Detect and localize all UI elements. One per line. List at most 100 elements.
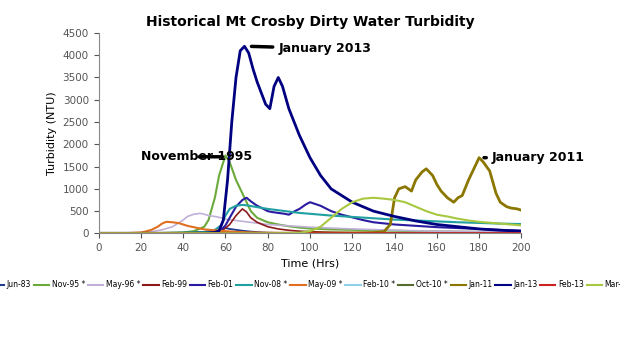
Feb-99 bbox=[433, 231, 441, 235]
Feb-10 * bbox=[137, 231, 144, 236]
Nov-95 * bbox=[264, 220, 272, 224]
Nov-95 * bbox=[205, 218, 212, 222]
Nov-08 * bbox=[454, 220, 462, 224]
Nov-08 * bbox=[497, 222, 504, 226]
Feb-99 bbox=[391, 231, 398, 235]
Jan-13 bbox=[296, 133, 303, 138]
Jun-83 bbox=[254, 230, 261, 234]
Nov-08 * bbox=[348, 215, 356, 219]
Jun-83 bbox=[454, 231, 462, 236]
Feb-99 bbox=[454, 231, 462, 235]
Feb-01 bbox=[518, 229, 525, 233]
Feb-10 * bbox=[264, 231, 272, 236]
Mar-13 bbox=[370, 196, 377, 200]
Feb-99 bbox=[348, 231, 356, 235]
May-09 * bbox=[275, 231, 282, 235]
Jun-83 bbox=[348, 231, 356, 235]
Feb-99 bbox=[476, 231, 483, 235]
May-09 * bbox=[243, 230, 250, 235]
Nov-08 * bbox=[370, 216, 377, 220]
Jan-13 bbox=[249, 67, 257, 71]
Mar-13 bbox=[380, 196, 388, 201]
May-96 * bbox=[126, 231, 134, 235]
Feb-01 bbox=[218, 228, 225, 232]
May-09 * bbox=[476, 231, 483, 235]
Line: Nov-08 *: Nov-08 * bbox=[99, 205, 521, 233]
May-96 * bbox=[348, 227, 356, 231]
Nov-95 * bbox=[433, 229, 441, 233]
Feb-01 bbox=[243, 196, 250, 200]
Feb-13 bbox=[222, 231, 229, 236]
Jan-13 bbox=[201, 231, 208, 235]
Nov-08 * bbox=[433, 219, 441, 223]
Feb-13 bbox=[348, 231, 356, 236]
May-09 * bbox=[306, 231, 314, 235]
Feb-13 bbox=[137, 231, 144, 236]
Oct-10 * bbox=[95, 231, 102, 236]
Nov-95 * bbox=[391, 229, 398, 233]
Jun-83 bbox=[247, 230, 255, 234]
Feb-99 bbox=[275, 227, 282, 231]
May-96 * bbox=[454, 229, 462, 233]
Jun-83 bbox=[116, 231, 123, 235]
May-09 * bbox=[179, 222, 187, 227]
Feb-10 * bbox=[518, 231, 525, 235]
Jun-83 bbox=[218, 228, 225, 232]
Jun-83 bbox=[137, 231, 144, 235]
Jan-11 bbox=[179, 231, 187, 236]
Mar-13 bbox=[412, 205, 419, 209]
Jan-11 bbox=[437, 189, 445, 193]
Oct-10 * bbox=[137, 231, 144, 236]
May-96 * bbox=[243, 220, 250, 224]
Jan-11 bbox=[507, 206, 515, 210]
Jun-83 bbox=[476, 231, 483, 236]
Mar-13 bbox=[137, 231, 144, 236]
Oct-10 * bbox=[327, 231, 335, 235]
Nov-08 * bbox=[275, 208, 282, 212]
Jan-13 bbox=[454, 225, 462, 229]
Nov-08 * bbox=[137, 231, 144, 235]
Feb-10 * bbox=[179, 231, 187, 236]
Feb-13 bbox=[518, 231, 525, 236]
Mar-13 bbox=[518, 223, 525, 228]
Jan-13 bbox=[518, 229, 525, 233]
Jan-13 bbox=[211, 230, 219, 235]
Jan-11 bbox=[327, 231, 335, 235]
Jan-11 bbox=[444, 196, 451, 200]
Feb-13 bbox=[391, 231, 398, 236]
Jan-13 bbox=[270, 84, 278, 89]
May-96 * bbox=[218, 216, 225, 220]
May-09 * bbox=[95, 231, 102, 236]
Oct-10 * bbox=[433, 231, 441, 235]
Feb-99 bbox=[239, 207, 246, 211]
Nov-95 * bbox=[306, 227, 314, 231]
Feb-99 bbox=[285, 228, 293, 232]
Mar-13 bbox=[95, 231, 102, 236]
May-09 * bbox=[518, 231, 525, 236]
May-09 * bbox=[169, 220, 176, 224]
Feb-99 bbox=[497, 231, 504, 235]
Mar-13 bbox=[222, 231, 229, 236]
Title: Historical Mt Crosby Dirty Water Turbidity: Historical Mt Crosby Dirty Water Turbidi… bbox=[146, 15, 474, 29]
May-09 * bbox=[105, 231, 113, 235]
Feb-99 bbox=[247, 216, 255, 220]
May-09 * bbox=[137, 230, 144, 235]
Feb-99 bbox=[222, 226, 229, 230]
Nov-95 * bbox=[95, 231, 102, 236]
May-09 * bbox=[126, 231, 134, 235]
Feb-13 bbox=[306, 231, 314, 236]
Nov-08 * bbox=[296, 211, 303, 215]
Nov-08 * bbox=[264, 207, 272, 211]
Nov-95 * bbox=[454, 230, 462, 234]
Feb-10 * bbox=[95, 231, 102, 236]
Oct-10 * bbox=[264, 231, 272, 236]
May-96 * bbox=[433, 229, 441, 233]
May-96 * bbox=[254, 221, 261, 225]
May-96 * bbox=[497, 230, 504, 234]
May-09 * bbox=[254, 230, 261, 235]
Feb-13 bbox=[476, 231, 483, 236]
Nov-08 * bbox=[476, 221, 483, 225]
Jun-83 bbox=[239, 229, 246, 233]
Jan-11 bbox=[395, 187, 402, 191]
Jun-83 bbox=[264, 231, 272, 235]
